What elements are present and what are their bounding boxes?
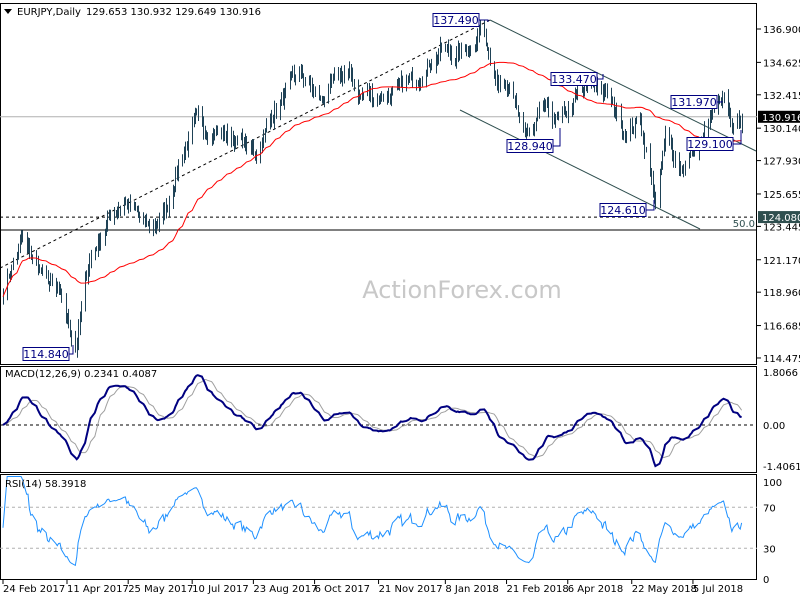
date-tick-label: 24 Feb 2017 bbox=[3, 584, 65, 595]
price-tick-label: 114.475 bbox=[763, 354, 800, 365]
support-level-badge bbox=[758, 211, 800, 224]
rsi-line bbox=[2, 476, 743, 567]
support-level-badge-label: 124.080 bbox=[762, 213, 800, 224]
price-tick-label: 121.170 bbox=[763, 256, 800, 267]
macd-tick-label: -1.4061 bbox=[763, 462, 800, 473]
price-annotation: 124.610 bbox=[599, 200, 655, 217]
macd-panel bbox=[0, 366, 757, 473]
price-tick-label: 123.445 bbox=[763, 222, 800, 233]
channel-lower-line bbox=[459, 109, 701, 230]
current-price-badge-label: 130.916 bbox=[762, 113, 800, 124]
price-annotation: 114.840 bbox=[22, 345, 74, 361]
annotation-label: 133.470 bbox=[551, 73, 597, 86]
date-tick-label: 22 May 2018 bbox=[632, 584, 697, 595]
annotation-label: 129.100 bbox=[687, 138, 733, 151]
date-tick-label: 6 Oct 2017 bbox=[315, 584, 370, 595]
macd-title: MACD(12,26,9) 0.2341 0.4087 bbox=[5, 369, 157, 380]
annotation-leader bbox=[646, 200, 655, 211]
annotation-box bbox=[599, 203, 647, 217]
rsi-panel bbox=[0, 474, 757, 580]
price-tick-label: 118.960 bbox=[763, 288, 800, 299]
price-annotation: 128.940 bbox=[506, 128, 561, 153]
date-tick-label: 21 Nov 2017 bbox=[379, 584, 443, 595]
annotation-leader bbox=[733, 130, 742, 145]
rsi-tick-label: 30 bbox=[763, 544, 776, 555]
channel-upper-line bbox=[489, 19, 757, 152]
price-annotation: 131.970 bbox=[670, 95, 723, 109]
macd-signal-line bbox=[2, 379, 743, 459]
annotation-leader bbox=[597, 74, 604, 80]
annotation-label: 128.940 bbox=[507, 140, 553, 153]
price-panel bbox=[0, 3, 757, 365]
annotation-label: 114.840 bbox=[23, 348, 69, 361]
annotation-box bbox=[670, 95, 718, 109]
annotation-box bbox=[432, 13, 480, 27]
current-price-badge bbox=[758, 110, 800, 123]
price-tick-label: 136.900 bbox=[763, 25, 800, 36]
annotation-label: 137.490 bbox=[433, 14, 479, 27]
macd-line bbox=[2, 374, 742, 468]
annotation-leader bbox=[479, 19, 489, 22]
rsi-tick-label: 100 bbox=[763, 478, 782, 489]
annotation-box bbox=[686, 137, 734, 151]
watermark: ActionForex.com bbox=[362, 276, 562, 304]
rising-trendline bbox=[0, 19, 491, 269]
price-annotation: 133.470 bbox=[550, 72, 604, 86]
price-tick-label: 125.655 bbox=[763, 190, 800, 201]
rsi-tick-label: 70 bbox=[763, 503, 776, 514]
date-tick-label: 11 Apr 2017 bbox=[67, 584, 129, 595]
rsi-tick-label: 0 bbox=[763, 575, 769, 586]
moving-average-line bbox=[2, 61, 742, 297]
price-annotation: 129.100 bbox=[686, 130, 742, 151]
collapse-arrow-icon[interactable] bbox=[4, 9, 12, 14]
annotation-leader bbox=[69, 345, 74, 355]
annotation-box bbox=[550, 72, 598, 86]
price-tick-label: 127.930 bbox=[763, 157, 800, 168]
annotation-leader bbox=[717, 101, 723, 103]
price-tick-label: 116.685 bbox=[763, 322, 800, 333]
annotation-label: 131.970 bbox=[671, 96, 717, 109]
price-tick-label: 130.140 bbox=[763, 124, 800, 135]
date-tick-label: 5 Jul 2018 bbox=[693, 584, 743, 595]
price-tick-label: 132.415 bbox=[763, 91, 800, 102]
annotation-box bbox=[22, 347, 70, 361]
date-tick-label: 8 Jan 2018 bbox=[445, 584, 499, 595]
price-annotation: 137.490 bbox=[432, 13, 489, 27]
symbol-label: EURJPY,Daily bbox=[17, 7, 81, 18]
fibonacci-50-label: 50.0 bbox=[733, 219, 755, 230]
macd-tick-label: 1.8066 bbox=[763, 368, 798, 379]
date-tick-label: 10 Jul 2017 bbox=[192, 584, 249, 595]
price-tick-label: 134.625 bbox=[763, 58, 800, 69]
macd-tick-label: 0.00 bbox=[763, 421, 785, 432]
annotation-leader bbox=[553, 128, 561, 147]
date-tick-label: 25 May 2017 bbox=[128, 584, 193, 595]
date-tick-label: 21 Feb 2018 bbox=[507, 584, 569, 595]
date-tick-label: 6 Apr 2018 bbox=[568, 584, 623, 595]
annotation-label: 124.610 bbox=[600, 204, 646, 217]
ohlc-values: 129.653 130.932 129.649 130.916 bbox=[86, 7, 261, 18]
rsi-title: RSI(14) 58.3918 bbox=[5, 479, 86, 490]
date-tick-label: 23 Aug 2017 bbox=[253, 584, 317, 595]
annotation-box bbox=[506, 139, 554, 153]
